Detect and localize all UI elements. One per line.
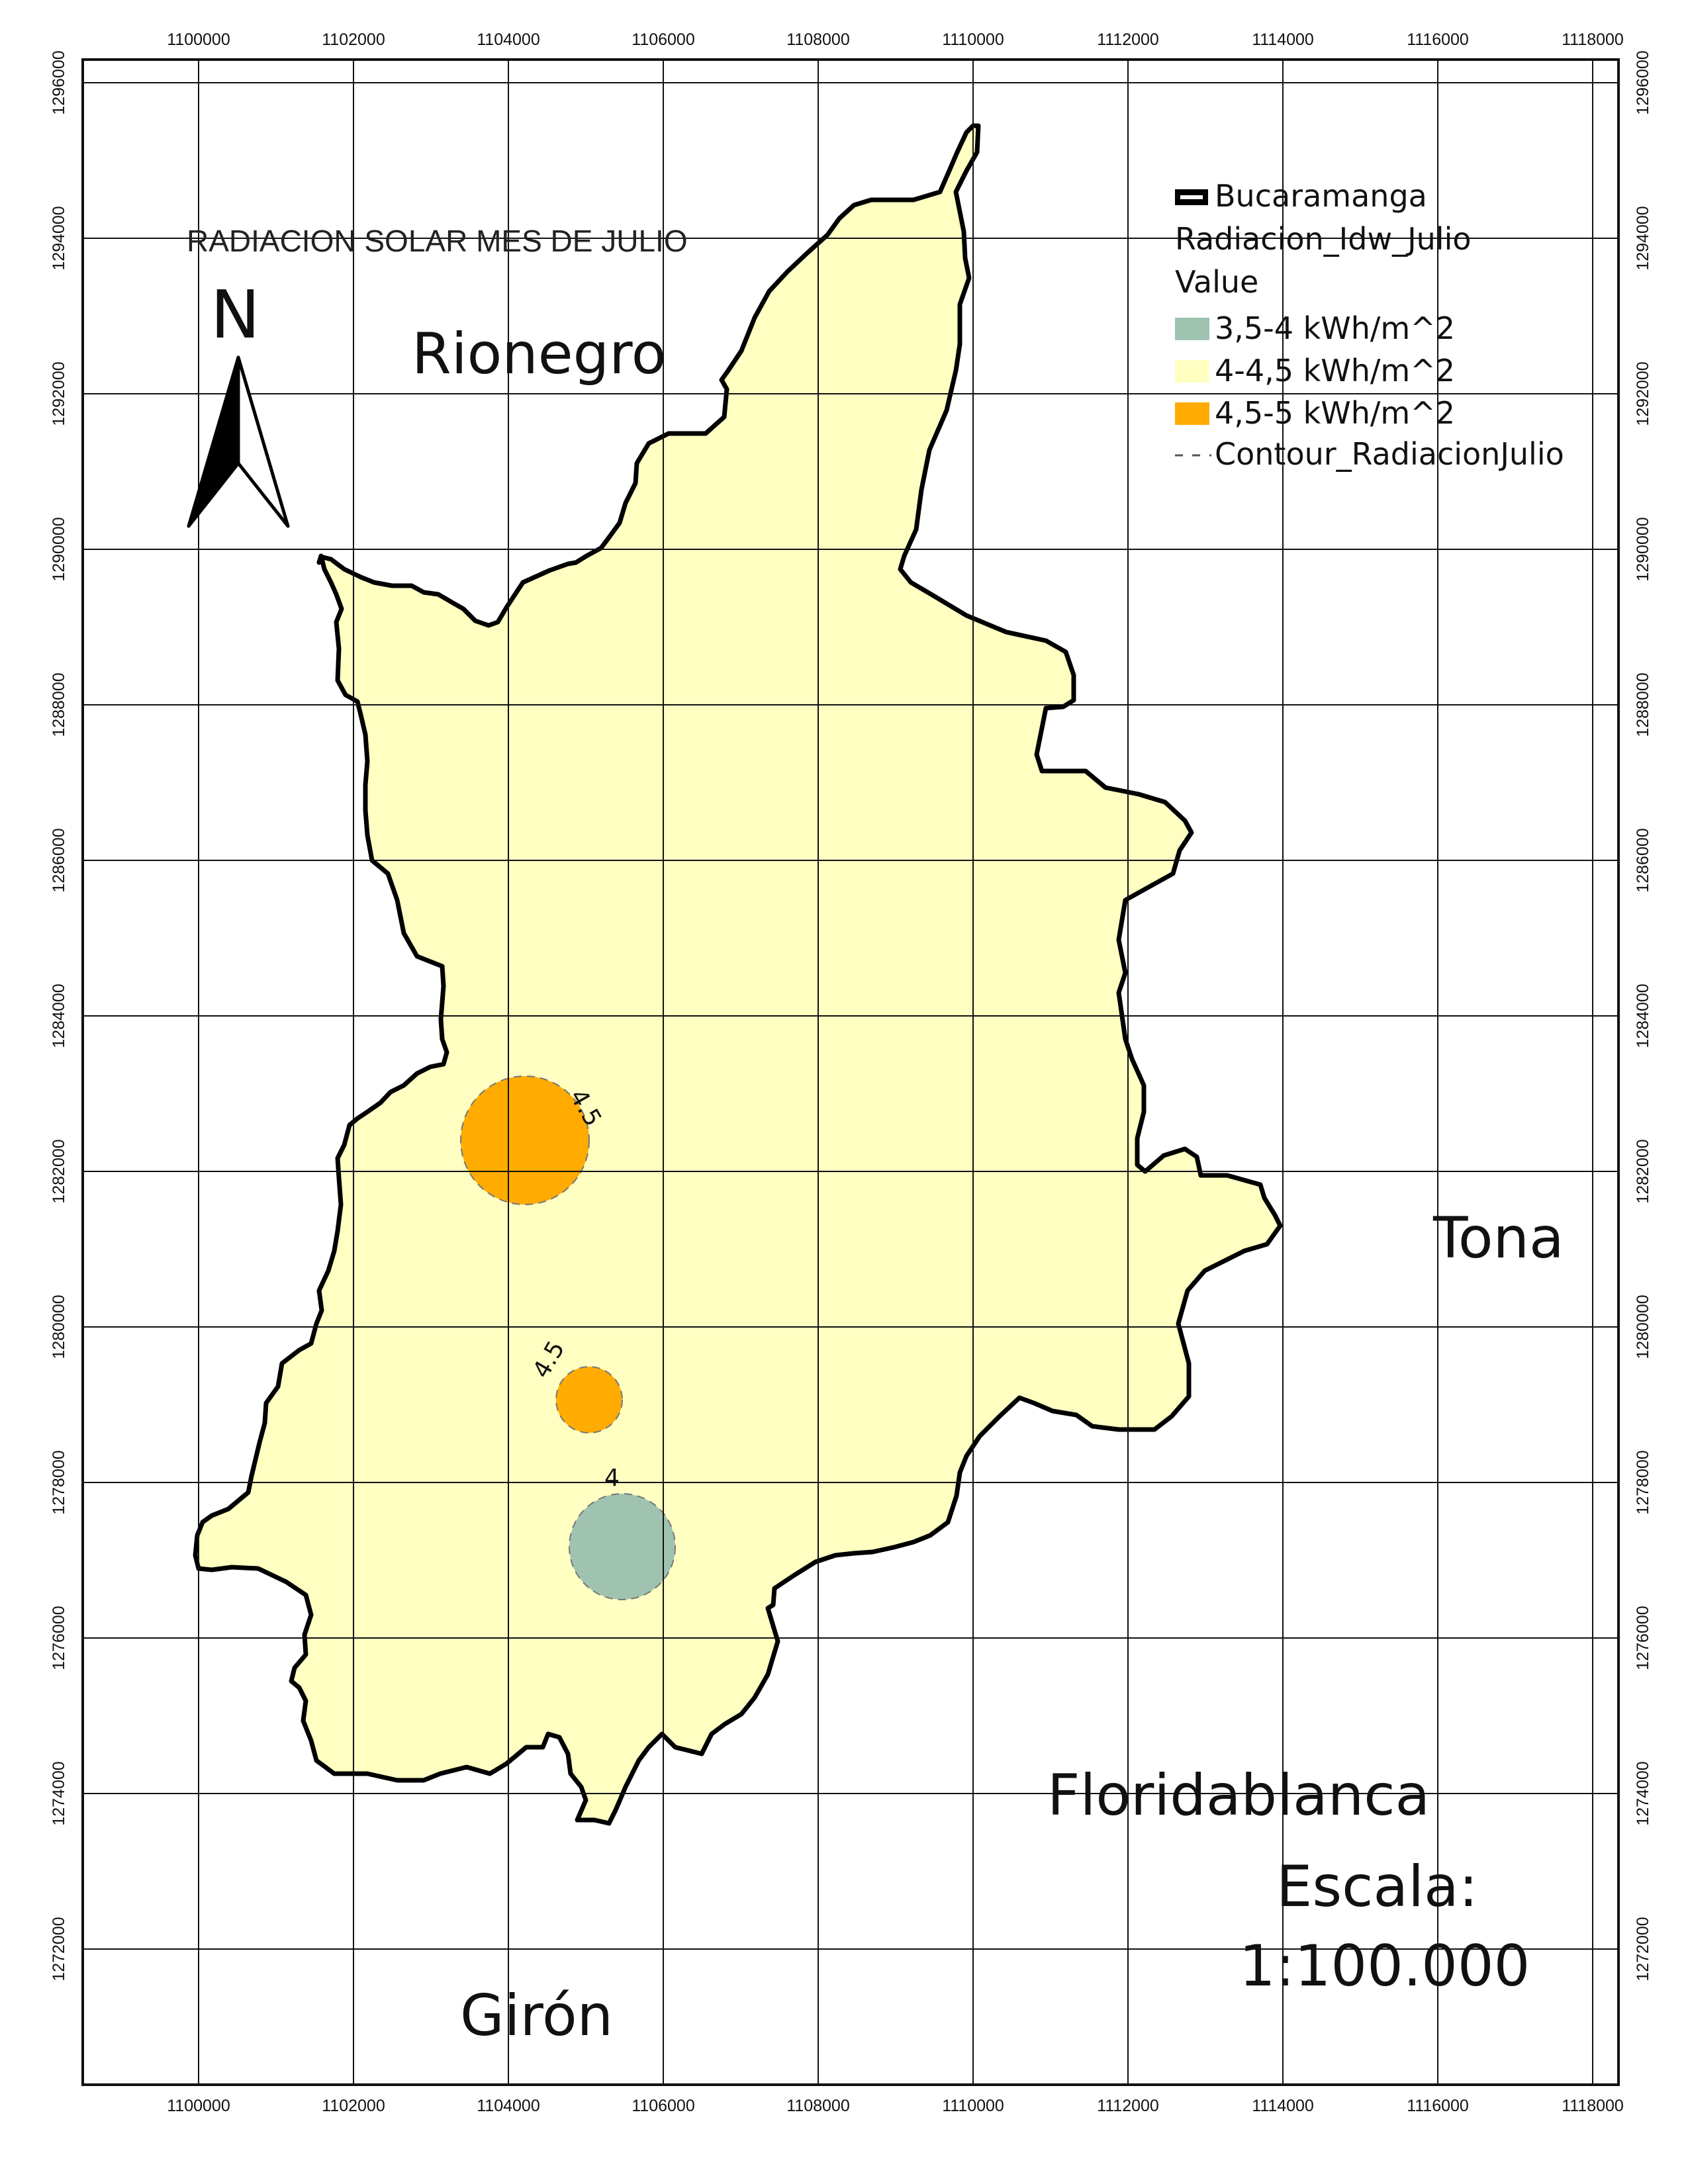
map-title: RADIACION SOLAR MES DE JULIO (187, 224, 688, 258)
y-tick-label-right: 1280000 (1634, 1295, 1652, 1359)
legend-class-label: 4-4,5 kWh/m^2 (1215, 353, 1455, 388)
scale-value: 1:100.000 (1239, 1933, 1530, 1999)
y-tick-label-left: 1280000 (50, 1295, 68, 1359)
legend-contour-label: Contour_RadiacionJulio (1215, 436, 1564, 472)
x-tick-label-bottom: 1110000 (942, 2097, 1004, 2115)
y-tick-label-right: 1286000 (1634, 828, 1652, 892)
grid-lines (83, 60, 1618, 2085)
x-tick-label-bottom: 1108000 (786, 2097, 849, 2115)
y-tick-label-left: 1290000 (50, 517, 68, 581)
scale-label: Escala: (1276, 1854, 1478, 1920)
x-tick-label-top: 1102000 (322, 30, 385, 49)
y-tick-label-right: 1294000 (1634, 206, 1652, 270)
x-tick-label-top: 1100000 (167, 30, 230, 49)
bucaramanga-boundary (193, 123, 1283, 1826)
place-label-tona: Tona (1432, 1205, 1564, 1271)
y-tick-label-right: 1296000 (1634, 50, 1652, 114)
legend-class-label: 3,5-4 kWh/m^2 (1215, 310, 1455, 346)
y-tick-label-left: 1292000 (50, 361, 68, 426)
tick-labels: 1100000 1100000 1102000 1102000 1104000 11040… (50, 30, 1652, 2115)
y-tick-label-left: 1288000 (50, 672, 68, 737)
y-tick-label-right: 1272000 (1634, 1917, 1652, 1981)
north-arrow-icon (187, 355, 290, 528)
legend-value-label: Value (1175, 264, 1258, 300)
legend-boundary-label: Bucaramanga (1215, 178, 1427, 214)
place-label-floridablanca: Floridablanca (1047, 1762, 1430, 1829)
y-tick-label-right: 1274000 (1634, 1761, 1652, 1825)
legend-swatch-mid (1175, 360, 1209, 383)
high-radiation-zone-north (460, 1075, 590, 1205)
y-tick-label-left: 1282000 (50, 1139, 68, 1203)
y-tick-label-right: 1290000 (1634, 517, 1652, 581)
y-tick-label-right: 1276000 (1634, 1606, 1652, 1670)
x-tick-label-top: 1110000 (942, 30, 1004, 49)
x-tick-label-bottom: 1106000 (632, 2097, 694, 2115)
legend: Bucaramanga Radiacion_Idw_Julio Value 3,… (1175, 178, 1564, 472)
y-tick-label-left: 1272000 (50, 1917, 68, 1981)
legend-class-label: 4,5-5 kWh/m^2 (1215, 395, 1455, 431)
legend-raster-label: Radiacion_Idw_Julio (1175, 221, 1472, 257)
x-tick-label-top: 1104000 (477, 30, 539, 49)
x-tick-label-bottom: 1104000 (477, 2097, 539, 2115)
y-tick-label-right: 1288000 (1634, 672, 1652, 737)
y-tick-label-left: 1286000 (50, 828, 68, 892)
place-label-giron: Girón (460, 1983, 613, 2049)
x-tick-label-bottom: 1102000 (322, 2097, 385, 2115)
y-tick-label-right: 1278000 (1634, 1450, 1652, 1514)
x-tick-label-top: 1112000 (1097, 30, 1159, 49)
x-tick-label-top: 1106000 (632, 30, 694, 49)
x-tick-label-top: 1118000 (1562, 30, 1624, 49)
x-tick-label-bottom: 1116000 (1407, 2097, 1469, 2115)
x-tick-label-bottom: 1100000 (167, 2097, 230, 2115)
x-tick-label-top: 1108000 (786, 30, 849, 49)
high-radiation-zone-south (555, 1366, 623, 1433)
y-tick-label-left: 1274000 (50, 1761, 68, 1825)
y-tick-label-left: 1278000 (50, 1450, 68, 1514)
low-radiation-zone (569, 1493, 676, 1600)
place-label-rionegro: Rionegro (412, 321, 666, 387)
legend-swatch-low (1175, 318, 1209, 340)
x-tick-label-bottom: 1112000 (1097, 2097, 1159, 2115)
y-tick-label-right: 1282000 (1634, 1139, 1652, 1203)
x-tick-label-top: 1116000 (1407, 30, 1469, 49)
y-tick-label-right: 1284000 (1634, 983, 1652, 1048)
x-tick-label-top: 1114000 (1252, 30, 1314, 49)
y-tick-label-right: 1292000 (1634, 361, 1652, 426)
y-tick-label-left: 1284000 (50, 983, 68, 1048)
x-tick-label-bottom: 1118000 (1562, 2097, 1624, 2115)
x-tick-label-bottom: 1114000 (1252, 2097, 1314, 2115)
legend-swatch-high (1175, 402, 1209, 425)
contour-label: 4 (604, 1465, 620, 1492)
y-tick-label-left: 1276000 (50, 1606, 68, 1670)
north-label: N (211, 276, 260, 353)
y-tick-label-left: 1296000 (50, 50, 68, 114)
y-tick-label-left: 1294000 (50, 206, 68, 270)
